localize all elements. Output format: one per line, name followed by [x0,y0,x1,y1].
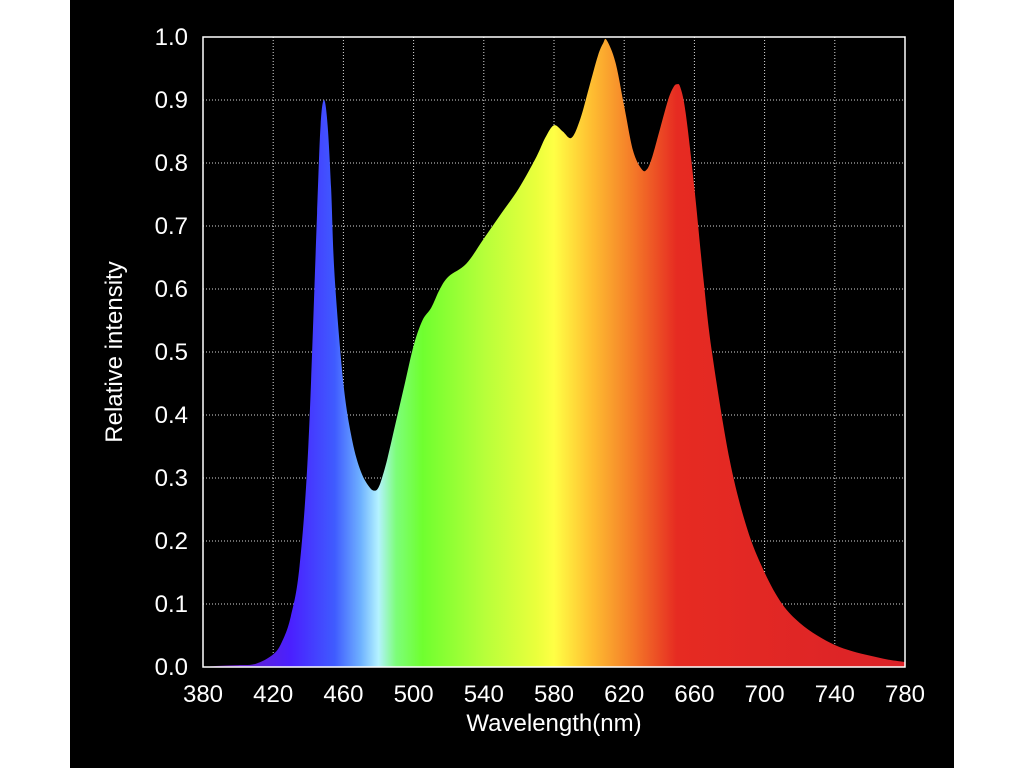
spectrum-chart: 0.0 0.1 0.2 0.3 0.4 0.5 0.6 0.7 0.8 0.9 1.0 380 420… [101,24,925,737]
spectrum-area-series [203,38,905,668]
x-tick-label: 500 [394,681,434,708]
chart-frame: 0.0 0.1 0.2 0.3 0.4 0.5 0.6 0.7 0.8 0.9 1.0 380 420… [70,0,954,768]
y-tick-label: 0.7 [155,213,188,240]
y-tick-label: 0.5 [155,339,188,366]
y-tick-label: 0.3 [155,465,188,492]
x-tick-label: 660 [674,681,714,708]
plot-border [202,36,906,668]
y-tick-label: 0.8 [155,150,188,177]
y-axis-tick-labels: 0.0 0.1 0.2 0.3 0.4 0.5 0.6 0.7 0.8 0.9 1.0 [155,24,188,681]
x-tick-label: 780 [885,681,925,708]
y-tick-label: 0.0 [155,654,188,681]
x-axis-title: Wavelength(nm) [466,710,641,737]
y-tick-label: 0.1 [155,591,188,618]
x-tick-label: 620 [604,681,644,708]
y-tick-label: 0.2 [155,528,188,555]
x-tick-label: 580 [534,681,574,708]
y-tick-label: 0.6 [155,276,188,303]
y-tick-label: 0.4 [155,402,188,429]
x-tick-label: 700 [745,681,785,708]
y-axis-title: Relative intensity [101,261,128,442]
x-tick-label: 540 [464,681,504,708]
x-tick-label: 460 [323,681,363,708]
x-tick-label: 380 [183,681,223,708]
x-axis-tick-labels: 380 420 460 500 540 580 620 660 700 740 780 [183,681,925,708]
x-tick-label: 420 [253,681,293,708]
x-tick-label: 740 [815,681,855,708]
y-tick-label: 1.0 [155,24,188,51]
y-tick-label: 0.9 [155,87,188,114]
